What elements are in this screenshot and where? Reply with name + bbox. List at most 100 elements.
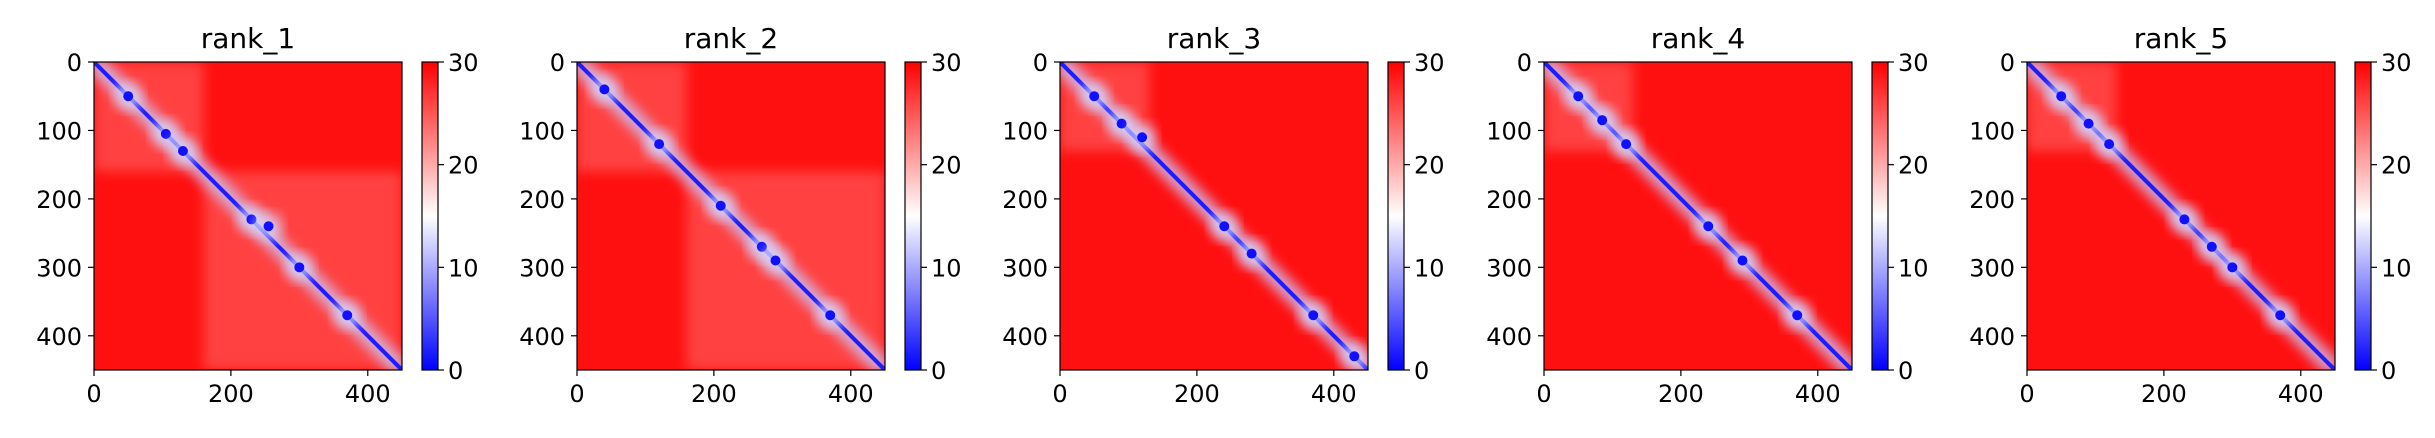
colorbar xyxy=(904,61,922,371)
y-tick-label: 300 xyxy=(519,254,565,282)
heatmap-hotspot xyxy=(2206,241,2217,252)
y-tick-label: 300 xyxy=(1002,254,1048,282)
colorbar-tick-label: 20 xyxy=(931,152,962,180)
colorbar-tick-label: 10 xyxy=(931,254,962,282)
x-tick-label: 400 xyxy=(2278,380,2324,408)
x-tick-label: 0 xyxy=(1536,380,1551,408)
colorbar-tick-label: 20 xyxy=(1414,152,1445,180)
x-tick-label: 200 xyxy=(208,380,254,408)
heatmap-hotspot xyxy=(294,262,305,273)
heatmap-hotspot xyxy=(1349,351,1360,362)
y-tick-label: 200 xyxy=(519,186,565,214)
x-tick-label: 0 xyxy=(569,380,584,408)
heatmap-hotspot xyxy=(1137,132,1148,143)
colorbar xyxy=(421,61,439,371)
colorbar xyxy=(1387,61,1405,371)
colorbar-tick-label: 10 xyxy=(1414,254,1445,282)
panel-title: rank_3 xyxy=(1167,22,1261,55)
y-tick-label: 0 xyxy=(1033,49,1048,77)
colorbar-tick-label: 10 xyxy=(2381,254,2412,282)
y-tick-label: 400 xyxy=(1969,323,2015,351)
y-tick-label: 200 xyxy=(1486,186,1532,214)
colorbar-tick-label: 10 xyxy=(448,254,479,282)
y-tick-label: 0 xyxy=(1517,49,1532,77)
heatmap-hotspot xyxy=(756,241,767,252)
x-tick-label: 0 xyxy=(2019,380,2034,408)
colorbar-tick-label: 10 xyxy=(1898,254,1929,282)
y-tick-label: 100 xyxy=(36,117,82,145)
y-tick-label: 0 xyxy=(2000,49,2015,77)
x-tick-label: 0 xyxy=(1052,380,1067,408)
heatmap-panel-5: rank_5 0 100 200 300 400 0 200 400 0 10 20 30 xyxy=(1969,22,2411,408)
heatmap-panel-1: rank_1 0 100 200 300 400 0 200 400 0 10 20 30 xyxy=(36,22,478,408)
y-tick-label: 200 xyxy=(36,186,82,214)
y-tick-label: 100 xyxy=(1969,117,2015,145)
axes-frame xyxy=(93,61,403,371)
heatmap-hotspot xyxy=(263,221,274,232)
heatmap-hotspot xyxy=(1792,310,1803,321)
heatmap-hotspot xyxy=(1737,255,1748,266)
x-tick-label: 200 xyxy=(691,380,737,408)
y-tick-label: 400 xyxy=(36,323,82,351)
axes-frame xyxy=(1059,61,1369,371)
heatmap-panel-3: rank_3 0 100 200 300 400 0 200 400 0 10 20 30 xyxy=(1002,22,1444,408)
heatmap-hotspot xyxy=(342,310,353,321)
colorbar-tick-label: 30 xyxy=(2381,49,2412,77)
heatmap-hotspot xyxy=(654,139,665,150)
heatmap-hotspot xyxy=(1089,91,1100,102)
heatmap-hotspot xyxy=(246,214,257,225)
y-tick-label: 300 xyxy=(36,254,82,282)
heatmap-hotspot xyxy=(2275,310,2286,321)
colorbar-tick-label: 0 xyxy=(1414,357,1429,385)
x-tick-label: 400 xyxy=(345,380,391,408)
colorbar-tick-label: 20 xyxy=(2381,152,2412,180)
heatmap-hotspot xyxy=(177,145,188,156)
heatmap-cells xyxy=(1060,62,1368,370)
heatmap-hotspot xyxy=(1703,221,1714,232)
colorbar-tick-label: 0 xyxy=(2381,357,2396,385)
heatmap-hotspot xyxy=(1116,118,1127,129)
colorbar-tick-label: 0 xyxy=(448,357,463,385)
heatmap-cells xyxy=(2027,62,2335,370)
axes-frame xyxy=(2026,61,2336,371)
y-tick-label: 200 xyxy=(1969,186,2015,214)
heatmap-hotspot xyxy=(1621,139,1632,150)
y-tick-label: 400 xyxy=(1486,323,1532,351)
x-tick-label: 0 xyxy=(86,380,101,408)
colorbar-tick-label: 20 xyxy=(448,152,479,180)
heatmap-hotspot xyxy=(1573,91,1584,102)
heatmap-hotspot xyxy=(2083,118,2094,129)
heatmap-hotspot xyxy=(160,128,171,139)
colorbar-tick-label: 0 xyxy=(1898,357,1913,385)
y-tick-label: 300 xyxy=(1486,254,1532,282)
heatmap-hotspot xyxy=(715,200,726,211)
y-tick-label: 400 xyxy=(519,323,565,351)
y-tick-label: 300 xyxy=(1969,254,2015,282)
y-tick-label: 100 xyxy=(1002,117,1048,145)
heatmap-hotspot xyxy=(123,91,134,102)
x-tick-label: 200 xyxy=(2141,380,2187,408)
heatmap-cells xyxy=(1544,62,1852,370)
heatmap-cells xyxy=(577,62,885,370)
panel-title: rank_5 xyxy=(2134,22,2228,55)
colorbar-tick-label: 30 xyxy=(1898,49,1929,77)
panel-title: rank_2 xyxy=(684,22,778,55)
panel-title: rank_4 xyxy=(1651,22,1745,55)
heatmap-hotspot xyxy=(2227,262,2238,273)
heatmap-hotspot xyxy=(1308,310,1319,321)
x-tick-label: 400 xyxy=(1795,380,1841,408)
colorbar xyxy=(2354,61,2372,371)
heatmap-hotspot xyxy=(2179,214,2190,225)
colorbar xyxy=(1871,61,1889,371)
x-tick-label: 400 xyxy=(828,380,874,408)
colorbar-tick-label: 20 xyxy=(1898,152,1929,180)
axes-frame xyxy=(576,61,886,371)
heatmap-hotspot xyxy=(825,310,836,321)
heatmap-hotspot xyxy=(770,255,781,266)
heatmap-panel-2: rank_2 0 100 200 300 400 0 200 400 0 10 20 30 xyxy=(519,22,961,408)
y-tick-label: 100 xyxy=(1486,117,1532,145)
y-tick-label: 400 xyxy=(1002,323,1048,351)
heatmap-hotspot xyxy=(1219,221,1230,232)
x-tick-label: 200 xyxy=(1174,380,1220,408)
